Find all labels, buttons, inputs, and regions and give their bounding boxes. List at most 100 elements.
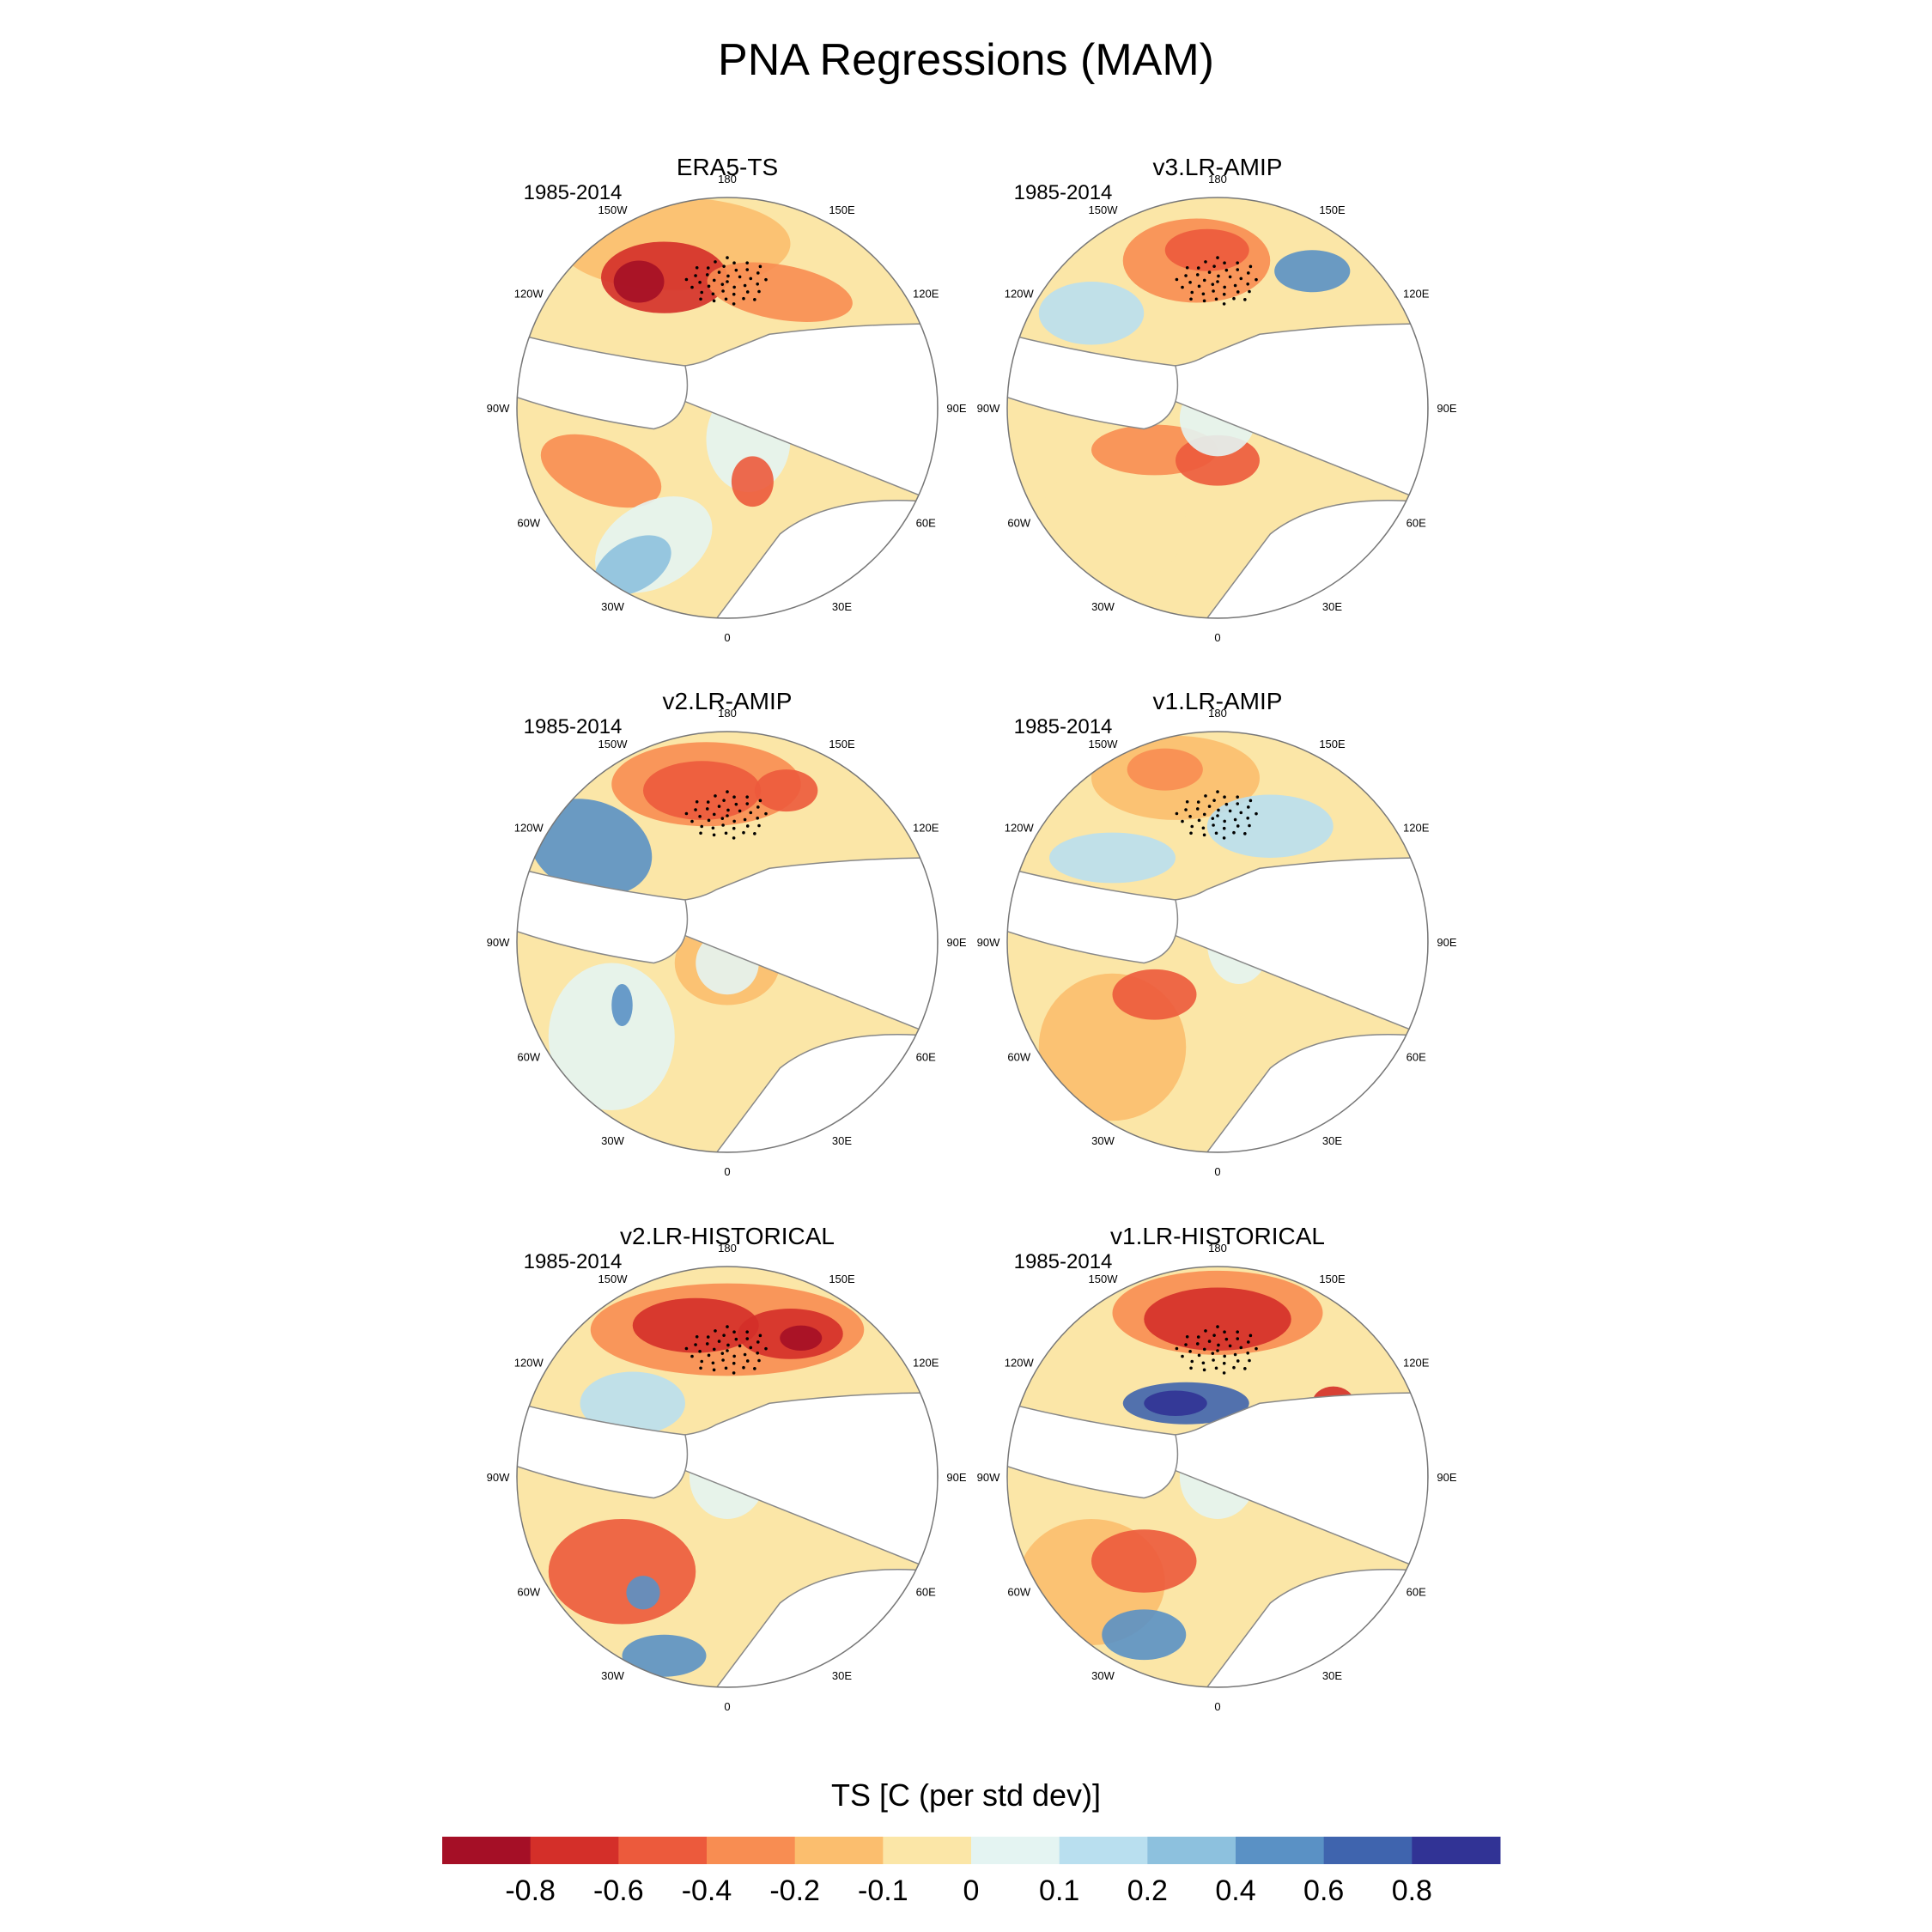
longitude-label: 150W bbox=[598, 204, 629, 216]
significance-dot bbox=[684, 277, 689, 282]
longitude-label: 120W bbox=[514, 822, 544, 835]
anomaly-region bbox=[611, 984, 633, 1026]
longitude-label: 180 bbox=[1208, 707, 1227, 720]
significance-dot bbox=[1236, 824, 1240, 828]
significance-dot bbox=[684, 1346, 689, 1351]
significance-dot bbox=[717, 1340, 721, 1343]
significance-dot bbox=[720, 1352, 725, 1355]
significance-dot bbox=[1212, 799, 1216, 802]
longitude-label: 30W bbox=[1091, 600, 1115, 613]
significance-dot bbox=[712, 1347, 716, 1352]
anomaly-region bbox=[626, 1576, 660, 1610]
significance-dot bbox=[732, 1354, 736, 1358]
panel-period: 1985-2014 bbox=[524, 715, 623, 738]
significance-dot bbox=[1185, 265, 1189, 270]
significance-dot bbox=[1207, 1340, 1212, 1343]
significance-dot bbox=[743, 817, 747, 822]
significance-dot bbox=[1197, 818, 1201, 823]
longitude-label: 90W bbox=[487, 936, 510, 949]
significance-dot bbox=[1243, 832, 1247, 835]
anomaly-region bbox=[540, 434, 662, 508]
significance-dot bbox=[720, 283, 725, 286]
panel-title: v2.LR-HISTORICAL bbox=[620, 1223, 835, 1249]
significance-dot bbox=[1224, 1337, 1229, 1341]
significance-dot bbox=[717, 805, 721, 808]
significance-dot bbox=[1243, 1367, 1247, 1370]
significance-dot bbox=[1196, 800, 1200, 804]
significance-dot bbox=[742, 830, 745, 835]
significance-dot bbox=[726, 1325, 729, 1328]
north-america-land bbox=[1007, 333, 1179, 430]
significance-dot bbox=[700, 824, 704, 829]
longitude-label: 60W bbox=[1007, 517, 1030, 530]
significance-dot bbox=[684, 811, 689, 816]
longitude-label: 90E bbox=[946, 402, 966, 415]
significance-dot bbox=[753, 1367, 756, 1370]
significance-dot bbox=[1222, 1361, 1226, 1365]
north-america-land bbox=[517, 867, 689, 964]
significance-dot bbox=[714, 794, 717, 798]
significance-dot bbox=[1212, 264, 1216, 268]
colorbar-tick-label: 0.2 bbox=[1127, 1874, 1168, 1907]
significance-dot bbox=[1228, 1344, 1232, 1348]
colorbar-tick-label: -0.8 bbox=[505, 1874, 556, 1907]
longitude-label: 30E bbox=[1322, 1669, 1342, 1682]
significance-dot bbox=[1207, 805, 1212, 808]
longitude-label: 180 bbox=[718, 707, 737, 720]
longitude-label: 90W bbox=[977, 1471, 1000, 1484]
anomaly-region bbox=[1102, 1609, 1187, 1661]
significance-dot bbox=[699, 831, 702, 835]
significance-dot bbox=[1216, 1325, 1219, 1328]
significance-dot bbox=[1201, 292, 1206, 296]
significance-dot bbox=[1247, 805, 1250, 809]
significance-dot bbox=[1181, 819, 1184, 823]
colorbar-tick-label: 0.4 bbox=[1215, 1874, 1255, 1907]
north-america-land bbox=[517, 333, 689, 430]
significance-dot bbox=[695, 1334, 699, 1339]
anomaly-region bbox=[1049, 832, 1176, 884]
map-panel: v1.LR-AMIP 1985-2014 180 150E 120E 90E 60E 30E 0… bbox=[977, 688, 1457, 1178]
anomaly-region bbox=[1164, 228, 1249, 271]
panel-title: v1.LR-AMIP bbox=[1153, 688, 1283, 714]
significance-dot bbox=[1224, 802, 1229, 806]
significance-dot bbox=[712, 833, 716, 837]
significance-dot bbox=[1190, 1359, 1194, 1364]
significance-dot bbox=[1202, 1347, 1206, 1352]
longitude-label: 120W bbox=[514, 1357, 544, 1370]
significance-dot bbox=[1211, 817, 1215, 820]
significance-dot bbox=[732, 292, 736, 296]
significance-dot bbox=[705, 1342, 709, 1346]
significance-dot bbox=[700, 1359, 704, 1364]
significance-dot bbox=[1236, 261, 1239, 264]
significance-dot bbox=[734, 268, 738, 272]
significance-dot bbox=[745, 290, 750, 294]
anomaly-region bbox=[622, 1634, 707, 1677]
significance-dot bbox=[1202, 299, 1206, 303]
anomaly-region bbox=[529, 799, 653, 896]
significance-dot bbox=[706, 266, 710, 270]
significance-dot bbox=[1214, 297, 1218, 301]
longitude-label: 120E bbox=[913, 822, 939, 835]
significance-dot bbox=[732, 826, 736, 830]
significance-dot bbox=[1216, 814, 1219, 817]
significance-dot bbox=[724, 1366, 728, 1370]
significance-dot bbox=[738, 1344, 742, 1348]
longitude-label: 150E bbox=[829, 204, 855, 216]
significance-dot bbox=[705, 273, 709, 276]
colorbar-tick-label: -0.6 bbox=[593, 1874, 644, 1907]
significance-dot bbox=[1185, 799, 1189, 804]
significance-dot bbox=[1232, 830, 1236, 835]
significance-dot bbox=[700, 290, 704, 295]
significance-dot bbox=[1224, 268, 1229, 272]
significance-dot bbox=[1223, 285, 1226, 289]
longitude-label: 90W bbox=[487, 402, 510, 415]
longitude-label: 120W bbox=[514, 288, 544, 301]
significance-dot bbox=[1228, 275, 1232, 279]
colorbar-swatch bbox=[1412, 1837, 1501, 1864]
longitude-label: 90W bbox=[487, 1471, 510, 1484]
colorbar-tick-label: 0 bbox=[963, 1874, 980, 1907]
longitude-label: 180 bbox=[1208, 173, 1227, 185]
significance-dot bbox=[706, 1335, 710, 1339]
significance-dot bbox=[745, 261, 749, 264]
